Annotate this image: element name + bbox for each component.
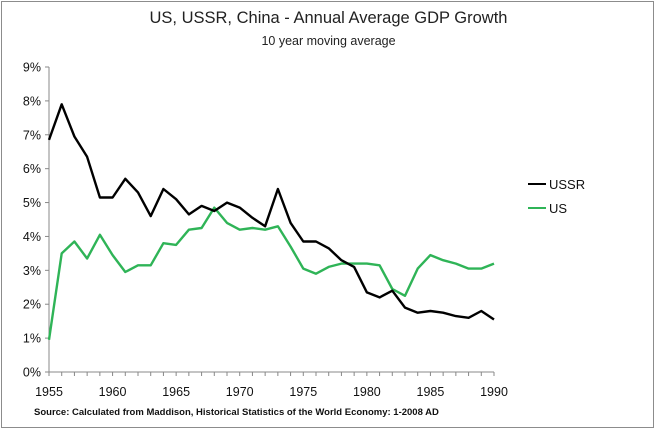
x-tick-label: 1980 — [353, 385, 381, 399]
source-note: Source: Calculated from Maddison, Histor… — [34, 407, 439, 418]
x-tick-label: 1965 — [162, 385, 190, 399]
x-tick-label: 1985 — [417, 385, 445, 399]
x-tick-label: 1960 — [99, 385, 127, 399]
y-tick-label: 8% — [23, 94, 41, 108]
y-tick-label: 1% — [23, 332, 41, 346]
y-tick-label: 2% — [23, 298, 41, 312]
series-line-us — [47, 206, 495, 340]
y-tick-label: 6% — [23, 162, 41, 176]
y-tick-label: 3% — [23, 264, 41, 278]
series-line-ussr — [47, 103, 495, 321]
legend-swatch-us — [528, 207, 546, 209]
x-tick-label: 1990 — [480, 385, 508, 399]
chart-title: US, USSR, China - Annual Average GDP Gro… — [149, 9, 508, 27]
legend-item-us: US — [528, 196, 585, 220]
y-tick-label: 0% — [23, 366, 41, 380]
x-tick-label: 1975 — [289, 385, 317, 399]
legend: USSR US — [528, 172, 585, 220]
x-tick-label: 1970 — [226, 385, 254, 399]
y-tick-label: 4% — [23, 230, 41, 244]
legend-item-ussr: USSR — [528, 172, 585, 196]
y-tick-label: 9% — [23, 61, 41, 75]
legend-label-us: US — [549, 200, 568, 216]
legend-swatch-ussr — [528, 183, 546, 185]
y-tick-label: 7% — [23, 128, 41, 142]
chart-subtitle: 10 year moving average — [261, 34, 396, 48]
legend-label-ussr: USSR — [549, 176, 586, 192]
x-tick-label: 1955 — [35, 385, 63, 399]
y-tick-label: 5% — [23, 196, 41, 210]
